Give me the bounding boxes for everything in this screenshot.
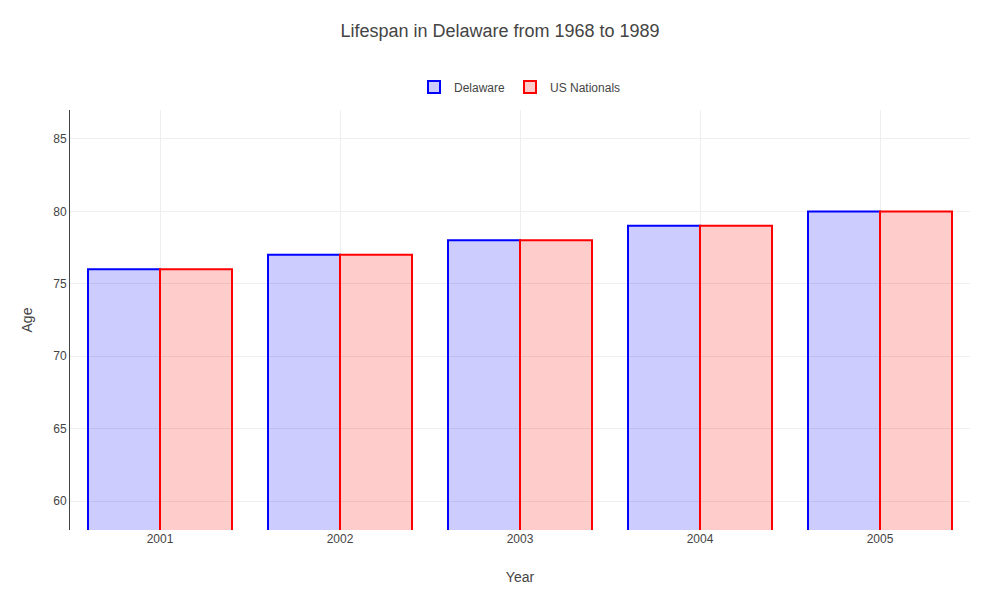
svg-text:2005: 2005 — [867, 532, 894, 546]
svg-text:Year: Year — [506, 569, 535, 585]
svg-text:2004: 2004 — [687, 532, 714, 546]
svg-text:2002: 2002 — [327, 532, 354, 546]
svg-text:80: 80 — [53, 205, 67, 219]
svg-text:60: 60 — [53, 494, 67, 508]
svg-text:Lifespan in Delaware from 1968: Lifespan in Delaware from 1968 to 1989 — [340, 21, 659, 41]
svg-text:US Nationals: US Nationals — [550, 81, 620, 95]
svg-text:85: 85 — [53, 132, 67, 146]
svg-text:Age: Age — [19, 307, 35, 332]
svg-text:2001: 2001 — [147, 532, 174, 546]
svg-text:Delaware: Delaware — [454, 81, 505, 95]
svg-text:75: 75 — [53, 277, 67, 291]
svg-text:2003: 2003 — [507, 532, 534, 546]
svg-text:65: 65 — [53, 422, 67, 436]
svg-text:70: 70 — [53, 349, 67, 363]
